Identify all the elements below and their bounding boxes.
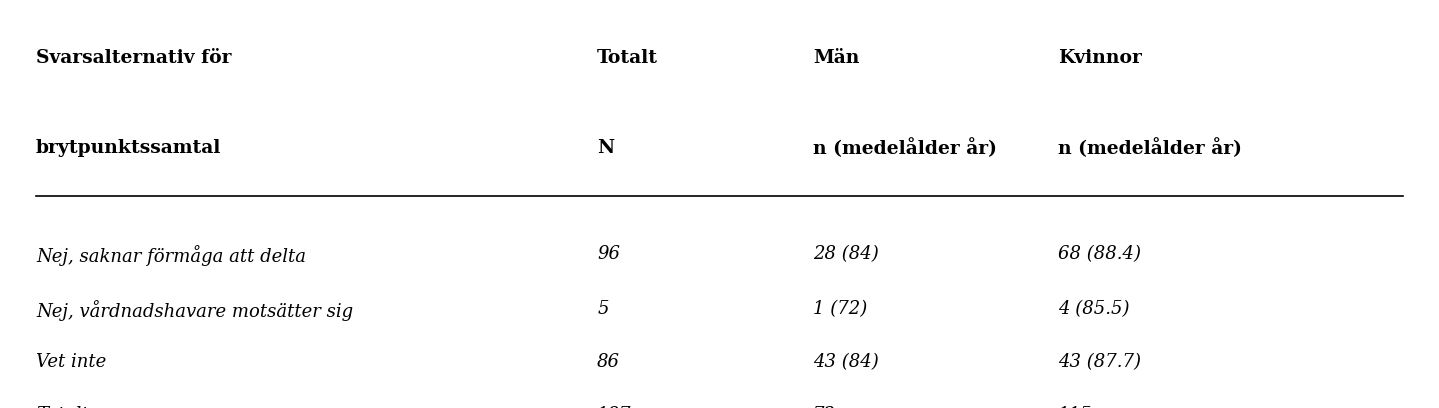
Text: 5: 5 — [597, 300, 609, 318]
Text: 187: 187 — [597, 406, 632, 408]
Text: n (medelålder år): n (medelålder år) — [813, 139, 997, 159]
Text: 86: 86 — [597, 353, 620, 371]
Text: 43 (87.7): 43 (87.7) — [1058, 353, 1141, 371]
Text: Vet inte: Vet inte — [36, 353, 106, 371]
Text: Män: Män — [813, 49, 859, 67]
Text: Totalt: Totalt — [36, 406, 88, 408]
Text: 115: 115 — [1058, 406, 1092, 408]
Text: 72: 72 — [813, 406, 836, 408]
Text: n (medelålder år): n (medelålder år) — [1058, 139, 1242, 159]
Text: brytpunktssamtal: brytpunktssamtal — [36, 139, 222, 157]
Text: 4 (85.5): 4 (85.5) — [1058, 300, 1130, 318]
Text: Svarsalternativ för: Svarsalternativ för — [36, 49, 232, 67]
Text: Nej, saknar förmåga att delta: Nej, saknar förmåga att delta — [36, 245, 307, 266]
Text: 43 (84): 43 (84) — [813, 353, 879, 371]
Text: N: N — [597, 139, 614, 157]
Text: 28 (84): 28 (84) — [813, 245, 879, 263]
Text: 1 (72): 1 (72) — [813, 300, 868, 318]
Text: Totalt: Totalt — [597, 49, 658, 67]
Text: Nej, vårdnadshavare motsätter sig: Nej, vårdnadshavare motsätter sig — [36, 300, 353, 321]
Text: 96: 96 — [597, 245, 620, 263]
Text: Kvinnor: Kvinnor — [1058, 49, 1141, 67]
Text: 68 (88.4): 68 (88.4) — [1058, 245, 1141, 263]
